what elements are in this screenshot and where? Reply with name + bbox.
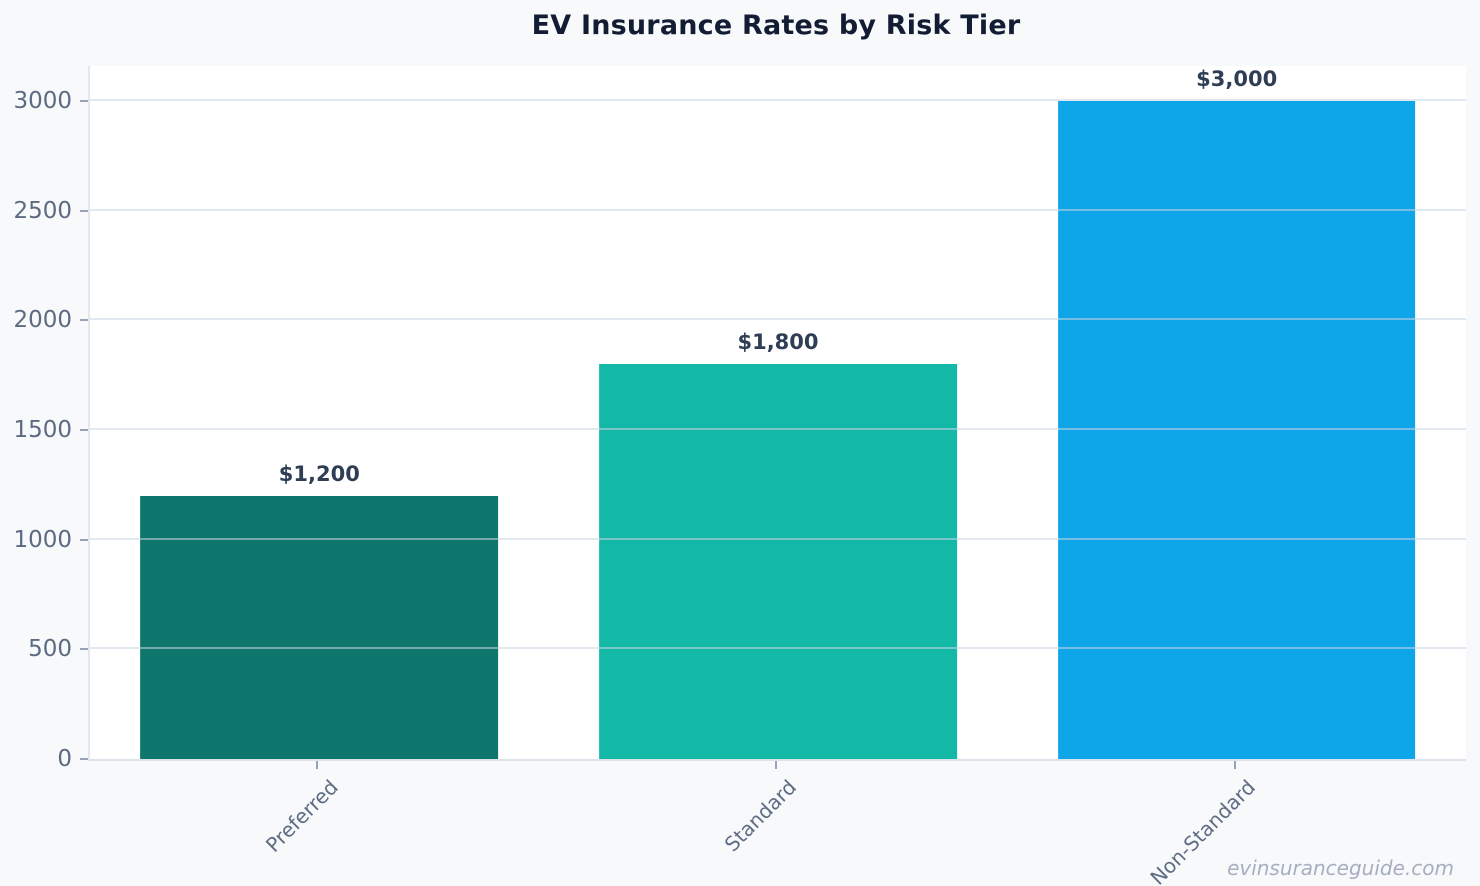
bars-layer: $1,200 $1,800 $3,000 [90,66,1466,759]
xtick-mark-non-standard [1233,761,1236,769]
xtick-label-standard: Standard [719,775,801,857]
gridline-500 [90,647,1466,650]
ytick-mark-500 [80,648,88,651]
ytick-mark-0 [80,758,88,760]
chart-title: EV Insurance Rates by Risk Tier [531,10,1021,41]
ytick-mark-1500 [80,429,88,432]
bar-preferred [140,495,499,759]
value-label-preferred: $1,200 [278,461,360,486]
ytick-label-1000: 1000 [13,526,72,553]
ytick-label-0: 0 [57,746,72,772]
gridline-2000 [90,318,1466,321]
bar-non-standard [1057,101,1416,759]
xtick-mark-preferred [316,761,319,769]
ytick-mark-2500 [80,209,88,212]
bar-slot-non-standard: $3,000 [1007,66,1466,759]
ytick-mark-3000 [80,100,88,103]
ytick-mark-1000 [80,538,88,541]
ytick-label-2500: 2500 [13,197,72,224]
xtick-mark-standard [775,761,777,769]
value-label-non-standard: $3,000 [1196,67,1278,92]
gridline-3000 [90,99,1466,102]
ytick-label-500: 500 [28,636,72,663]
plot-area: $1,200 $1,800 $3,000 [88,66,1466,761]
gridline-1500 [90,428,1466,431]
watermark-text: evinsuranceguide.com [1227,856,1454,880]
ytick-label-1500: 1500 [13,417,72,444]
ytick-label-2000: 2000 [13,307,72,334]
bar-slot-preferred: $1,200 [90,66,549,759]
ytick-mark-2000 [80,319,88,322]
gridline-2500 [90,208,1466,211]
gridline-1000 [90,537,1466,540]
value-label-standard: $1,800 [737,330,819,355]
bar-slot-standard: $1,800 [549,66,1008,759]
ytick-label-3000: 3000 [13,88,72,115]
xtick-label-preferred: Preferred [260,775,343,857]
bar-standard [599,364,957,759]
